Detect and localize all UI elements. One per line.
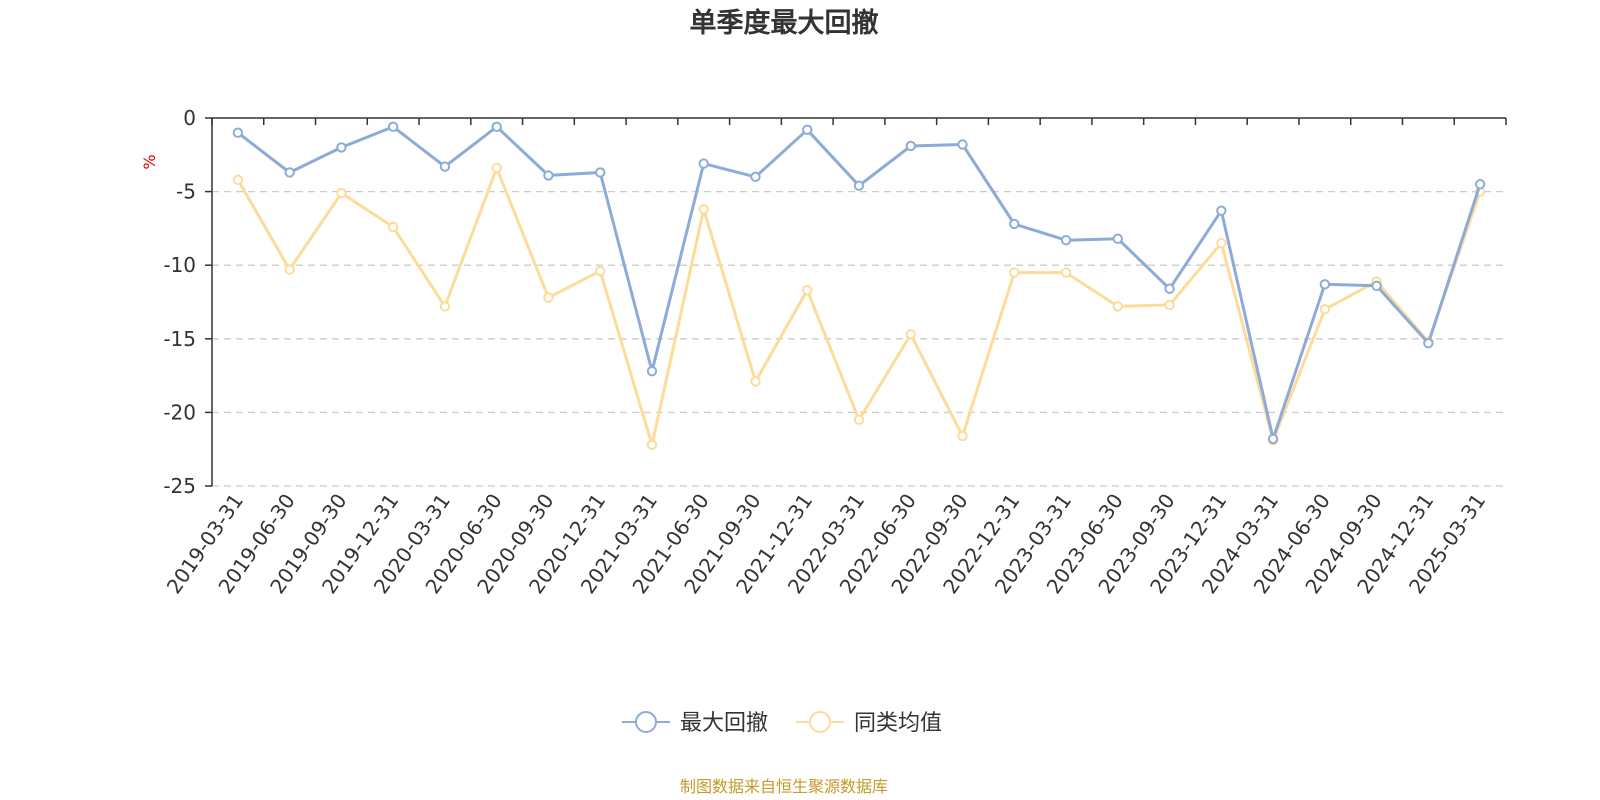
legend-swatch-marker bbox=[809, 711, 831, 733]
series-lines bbox=[232, 121, 1486, 450]
data-point bbox=[905, 140, 916, 152]
data-point bbox=[957, 139, 968, 150]
data-point bbox=[1216, 205, 1227, 216]
data-point bbox=[543, 170, 554, 181]
y-tick-label: -5 bbox=[176, 180, 196, 204]
data-point bbox=[336, 142, 347, 153]
data-source-note: 制图数据来自恒生聚源数据库 bbox=[680, 777, 888, 796]
y-tick-label: 0 bbox=[183, 106, 196, 130]
data-point bbox=[1164, 299, 1175, 311]
data-point bbox=[905, 329, 916, 340]
data-point bbox=[284, 264, 295, 275]
data-point bbox=[595, 265, 606, 277]
data-point bbox=[853, 180, 865, 191]
data-point bbox=[439, 301, 451, 312]
data-point bbox=[802, 124, 813, 135]
data-point bbox=[491, 121, 502, 133]
data-point bbox=[1009, 218, 1020, 230]
data-point bbox=[1060, 267, 1072, 278]
x-axis-ticks: 2019-03-312019-06-302019-09-302019-12-31… bbox=[162, 489, 1491, 598]
data-point bbox=[698, 204, 709, 215]
data-point bbox=[957, 430, 968, 442]
axes bbox=[211, 117, 1507, 486]
series-line bbox=[236, 166, 1482, 447]
data-point bbox=[491, 162, 502, 174]
data-point bbox=[1319, 304, 1331, 315]
data-point bbox=[336, 187, 347, 199]
legend[interactable]: 最大回撤 同类均值 bbox=[622, 711, 942, 736]
data-point bbox=[232, 127, 244, 138]
data-point bbox=[439, 161, 451, 172]
y-axis-unit-label: % bbox=[140, 154, 159, 169]
legend-label: 最大回撤 bbox=[680, 711, 768, 736]
data-point bbox=[1371, 280, 1382, 292]
y-tick-label: -25 bbox=[163, 474, 196, 498]
data-point bbox=[646, 439, 658, 450]
data-point bbox=[1060, 234, 1072, 246]
legend-swatch-marker bbox=[635, 711, 657, 733]
data-point bbox=[646, 365, 658, 377]
data-point bbox=[595, 167, 606, 178]
data-point bbox=[1267, 433, 1279, 445]
data-point bbox=[543, 292, 554, 303]
y-tick-label: -20 bbox=[163, 400, 196, 424]
y-tick-label: -10 bbox=[163, 253, 196, 277]
chart-title: 单季度最大回撤 bbox=[690, 7, 879, 39]
data-point bbox=[750, 171, 761, 183]
data-point bbox=[1423, 338, 1434, 349]
data-point bbox=[1474, 179, 1486, 190]
data-point bbox=[698, 158, 709, 169]
data-point bbox=[387, 221, 399, 233]
data-point bbox=[284, 167, 295, 178]
legend-label: 同类均值 bbox=[854, 711, 942, 736]
data-point bbox=[387, 121, 399, 133]
y-tick-label: -15 bbox=[163, 327, 196, 351]
y-axis-ticks: 0 -5 -10 -15 -20 -25 bbox=[163, 106, 212, 498]
data-point bbox=[1009, 267, 1020, 278]
data-point bbox=[853, 414, 865, 425]
data-point bbox=[802, 285, 813, 296]
data-point bbox=[1112, 301, 1124, 312]
data-point bbox=[232, 174, 244, 186]
data-point bbox=[1319, 279, 1331, 290]
data-point bbox=[1216, 237, 1227, 249]
data-point bbox=[750, 376, 761, 387]
data-point bbox=[1164, 283, 1175, 294]
data-point bbox=[1112, 233, 1124, 244]
